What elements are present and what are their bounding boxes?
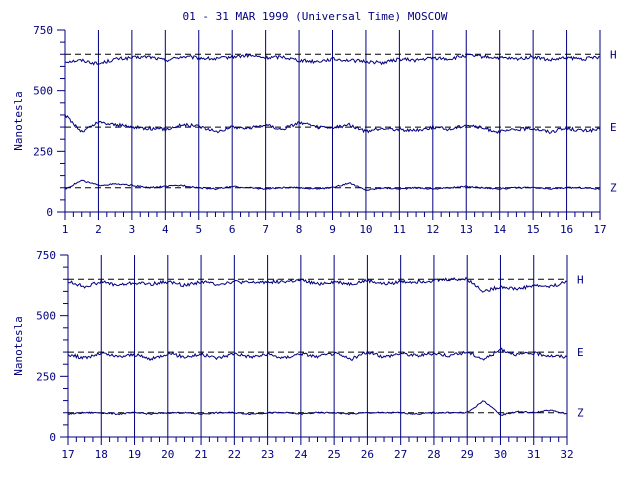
x-tick-label: 31 <box>527 448 540 461</box>
y-tick-label: 0 <box>49 431 56 444</box>
y-axis-label: Nanotesla <box>12 316 25 376</box>
x-tick-label: 29 <box>461 448 474 461</box>
x-tick-label: 16 <box>560 223 573 236</box>
x-tick-label: 8 <box>296 223 303 236</box>
y-tick-label: 250 <box>36 370 56 383</box>
y-tick-label: 750 <box>33 24 53 37</box>
x-tick-label: 14 <box>493 223 507 236</box>
x-tick-label: 15 <box>527 223 540 236</box>
panel-2: 0 250 500 750 17 18 19 20 21 22 23 24 25 26 27 28 29 30 31… <box>12 249 584 461</box>
x-tick-label: 4 <box>162 223 169 236</box>
x-tick-label: 21 <box>194 448 207 461</box>
x-tick-label: 30 <box>494 448 507 461</box>
x-tick-label: 3 <box>129 223 136 236</box>
series-H-line <box>67 276 568 293</box>
y-tick-label: 250 <box>33 145 53 158</box>
x-tick-label: 10 <box>359 223 372 236</box>
x-tick-label: 23 <box>261 448 274 461</box>
x-tick-label: 18 <box>95 448 108 461</box>
y-axis-label: Nanotesla <box>12 91 25 151</box>
x-tick-label: 27 <box>394 448 407 461</box>
series-E-line <box>64 114 601 135</box>
series-label-E: E <box>610 121 617 134</box>
y-tick-label: 500 <box>36 310 56 323</box>
chart-title: 01 - 31 MAR 1999 (Universal Time) MOSCOW <box>183 10 448 23</box>
x-tick-label: 26 <box>361 448 374 461</box>
x-tick-label: 13 <box>460 223 473 236</box>
x-tick-label: 2 <box>95 223 102 236</box>
series-label-Z: Z <box>610 182 617 195</box>
x-tick-label: 17 <box>593 223 606 236</box>
x-tick-label: 28 <box>427 448 440 461</box>
x-tick-label: 24 <box>294 448 308 461</box>
series-H-line <box>64 52 601 66</box>
series-Z-line <box>67 400 568 416</box>
x-tick-label: 7 <box>262 223 269 236</box>
y-tick-label: 750 <box>36 249 56 262</box>
series-E-line <box>67 347 568 362</box>
series-label-Z: Z <box>577 407 584 420</box>
x-tick-label: 1 <box>62 223 69 236</box>
x-tick-label: 25 <box>328 448 341 461</box>
y-tick-label: 0 <box>46 206 53 219</box>
x-tick-label: 5 <box>195 223 202 236</box>
x-tick-label: 12 <box>426 223 439 236</box>
x-tick-label: 22 <box>228 448 241 461</box>
series-label-H: H <box>577 273 584 286</box>
series-Z-line <box>64 179 601 192</box>
x-tick-label: 19 <box>128 448 141 461</box>
x-tick-label: 20 <box>161 448 174 461</box>
y-tick-label: 500 <box>33 85 53 98</box>
x-tick-label: 17 <box>61 448 74 461</box>
x-tick-label: 11 <box>393 223 406 236</box>
x-tick-label: 9 <box>329 223 336 236</box>
series-label-H: H <box>610 48 617 61</box>
x-tick-label: 32 <box>560 448 573 461</box>
series-label-E: E <box>577 346 584 359</box>
x-tick-label: 6 <box>229 223 236 236</box>
